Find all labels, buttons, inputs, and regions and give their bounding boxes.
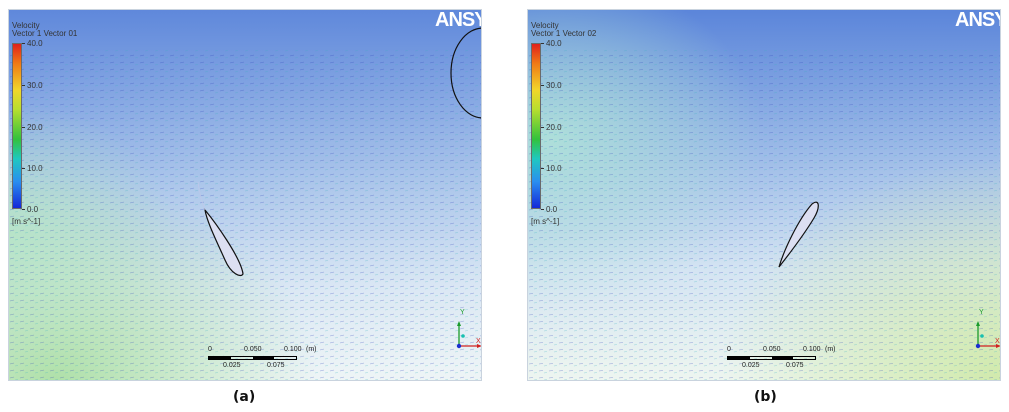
legend-line-2: Vector 1 Vector 02 [531,29,597,38]
axis-y-label: Y [979,309,984,316]
scale-bar: 0 0.050 0.100 (m) 0.025 0.075 [727,346,847,376]
scale-label: 0.100 [803,346,821,353]
legend-line-1: Velocity [12,21,40,30]
axis-x-label: X [476,338,481,345]
legend-line-2: Vector 1 Vector 01 [12,29,78,38]
scale-label: 0.075 [267,362,285,369]
colorbar-tick: 30.0 [22,82,43,90]
colorbar-unit: [m s^-1] [12,217,41,226]
colorbar-tick: 20.0 [541,124,562,132]
scale-label: 0.075 [786,362,804,369]
scale-unit: (m) [825,346,836,353]
scale-label: 0.100 [284,346,302,353]
scale-label: 0 [208,346,212,353]
ansys-logo: ANSYS [435,9,482,31]
legend-title: Velocity Vector 1 Vector 01 [12,22,77,38]
colorbar [531,43,541,209]
cfd-panel-b: Velocity Vector 1 Vector 02 40.0 30.0 20… [527,9,1001,381]
colorbar-tick: 0.0 [22,206,38,214]
legend-title: Velocity Vector 1 Vector 02 [531,22,596,38]
colorbar-tick: 40.0 [22,40,43,48]
colorbar-tick: 10.0 [541,165,562,173]
colorbar [12,43,22,209]
airfoil-shape [778,201,819,268]
colorbar-unit: [m s^-1] [531,217,560,226]
colorbar-tick: 10.0 [22,165,43,173]
axis-y-label: Y [460,309,465,316]
colorbar-tick: 20.0 [22,124,43,132]
scale-label: 0 [727,346,731,353]
colorbar-tick: 0.0 [541,206,557,214]
velocity-field-svg [9,10,481,380]
velocity-field-background [528,10,1000,380]
scale-label: 0.050 [244,346,262,353]
scale-label: 0.025 [742,362,760,369]
scale-bar-segments [208,356,297,360]
scale-label: 0.025 [223,362,241,369]
colorbar-tick: 40.0 [541,40,562,48]
velocity-field-background [9,10,481,380]
caption-b: (b) [754,389,777,405]
cfd-panel-a: Velocity Vector 1 Vector 01 40.0 30.0 20… [8,9,482,381]
caption-a: (a) [233,389,256,405]
legend-line-1: Velocity [531,21,559,30]
scale-bar-segments [727,356,816,360]
axis-triad-icon [456,321,481,349]
scale-bar: 0 0.050 0.100 (m) 0.025 0.075 [208,346,328,376]
ansys-logo: ANSY [955,9,1000,31]
rotor-circle [450,27,481,119]
axis-x-label: X [995,338,1000,345]
velocity-field-svg [528,10,1000,380]
colorbar-tick: 30.0 [541,82,562,90]
airfoil-shape [204,207,244,277]
axis-triad-icon [975,321,1000,349]
scale-unit: (m) [306,346,317,353]
scale-label: 0.050 [763,346,781,353]
